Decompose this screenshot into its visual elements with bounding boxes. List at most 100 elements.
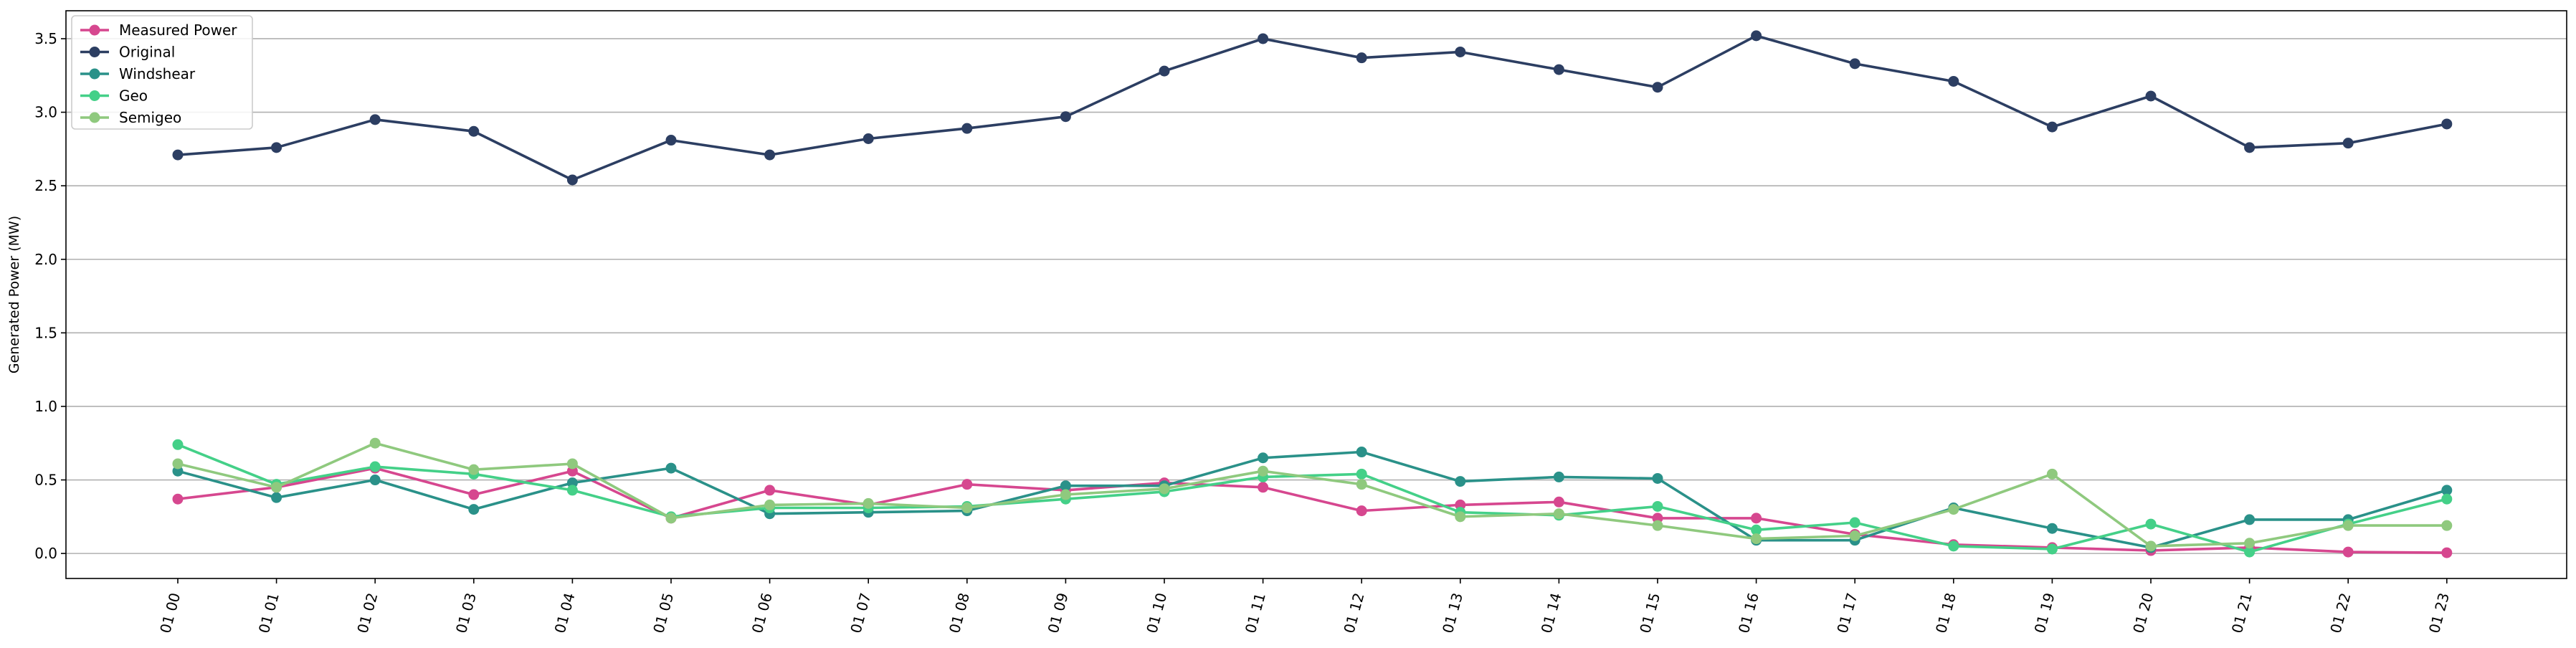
data-point <box>1849 58 1860 70</box>
x-tick-label: 01 13 <box>1439 591 1466 635</box>
x-tick-label: 01 06 <box>748 591 776 635</box>
x-tick-label: 01 00 <box>156 591 184 635</box>
data-point <box>1652 472 1663 484</box>
legend-label: Windshear <box>119 65 196 82</box>
legend-label: Measured Power <box>119 22 237 39</box>
data-point <box>961 123 973 134</box>
series-line <box>177 442 2447 548</box>
data-point <box>1455 46 1466 57</box>
data-point <box>1258 33 1269 44</box>
series-original <box>172 30 2453 186</box>
legend-marker <box>89 24 100 36</box>
data-point <box>2046 523 2058 534</box>
data-point <box>1948 540 1959 552</box>
x-tick-label: 01 19 <box>2031 591 2058 635</box>
x-tick-label: 01 04 <box>551 591 579 635</box>
legend-label: Semigeo <box>119 109 181 126</box>
data-point <box>2145 518 2157 530</box>
y-tick-label: 0.0 <box>34 545 57 562</box>
data-point <box>1060 480 1071 492</box>
data-point <box>1948 75 1959 87</box>
data-point <box>2244 538 2256 549</box>
series-line <box>177 467 2447 554</box>
data-point <box>862 133 874 145</box>
data-point <box>764 149 776 161</box>
data-point <box>1751 513 1762 524</box>
data-point <box>2342 546 2354 558</box>
x-tick-label: 01 12 <box>1340 591 1367 635</box>
legend-label: Geo <box>119 87 148 105</box>
data-point <box>1159 65 1170 77</box>
data-point <box>862 497 874 509</box>
data-point <box>2342 138 2354 149</box>
data-point <box>172 493 184 505</box>
data-point <box>271 492 282 503</box>
data-point <box>369 437 381 449</box>
data-point <box>2441 520 2453 531</box>
data-point <box>271 482 282 493</box>
legend-entry: Original <box>80 44 175 61</box>
x-tick-label: 01 17 <box>1833 591 1860 635</box>
legend-entry: Measured Power <box>80 22 237 39</box>
x-tick-label: 01 23 <box>2425 591 2453 635</box>
x-tick-label: 01 15 <box>1636 591 1663 635</box>
data-point <box>1455 511 1466 523</box>
plot-frame <box>65 10 2567 579</box>
data-point <box>2342 520 2354 531</box>
y-tick-label: 2.5 <box>34 177 57 194</box>
data-point <box>468 464 480 475</box>
y-tick-label: 3.0 <box>34 104 57 121</box>
legend-entry: Semigeo <box>80 109 181 126</box>
y-tick-label: 3.5 <box>34 30 57 47</box>
data-point <box>1159 483 1170 495</box>
grid-lines <box>66 38 2567 554</box>
y-tick-label: 0.5 <box>34 472 57 489</box>
x-tick-label: 01 03 <box>452 591 480 635</box>
data-point <box>1356 505 1367 517</box>
x-tick-label: 01 14 <box>1538 591 1565 635</box>
data-point <box>1455 476 1466 487</box>
x-tick-label: 01 02 <box>353 591 381 635</box>
data-point <box>2145 540 2157 552</box>
series-layer <box>172 30 2453 558</box>
data-point <box>566 174 578 186</box>
legend-marker <box>89 112 100 123</box>
data-point <box>1948 504 1959 515</box>
legend: Measured Power Original Windshear Geo Semige… <box>71 15 253 130</box>
data-point <box>1258 465 1269 477</box>
x-tick-label: 01 01 <box>255 591 282 635</box>
data-point <box>271 142 282 153</box>
data-point <box>566 465 578 477</box>
x-tick-label: 01 22 <box>2327 591 2354 635</box>
series-line <box>177 34 2448 181</box>
data-point <box>1553 508 1564 520</box>
data-point <box>1751 30 1762 42</box>
data-point <box>172 439 184 450</box>
data-point <box>1258 482 1269 493</box>
x-tick-label: 01 16 <box>1735 591 1762 635</box>
data-point <box>1553 64 1564 75</box>
legend-marker <box>89 90 100 101</box>
legend-marker <box>89 68 100 80</box>
data-point <box>2046 468 2058 480</box>
legend-box <box>71 15 253 130</box>
legend-label: Original <box>119 44 175 61</box>
data-point <box>665 462 677 474</box>
data-point <box>566 477 578 489</box>
series-line <box>177 443 2448 553</box>
data-point <box>172 465 184 477</box>
data-point <box>665 513 677 524</box>
legend-marker <box>89 47 100 57</box>
data-point <box>2145 90 2157 102</box>
data-point <box>1652 82 1663 93</box>
data-point <box>1849 517 1860 528</box>
data-point <box>2441 485 2453 496</box>
data-point <box>2244 142 2256 153</box>
x-tick-label: 01 11 <box>1242 591 1269 635</box>
legend-entry: Geo <box>80 87 148 105</box>
data-point <box>2441 118 2453 130</box>
data-point <box>961 479 973 490</box>
data-point <box>764 485 776 496</box>
